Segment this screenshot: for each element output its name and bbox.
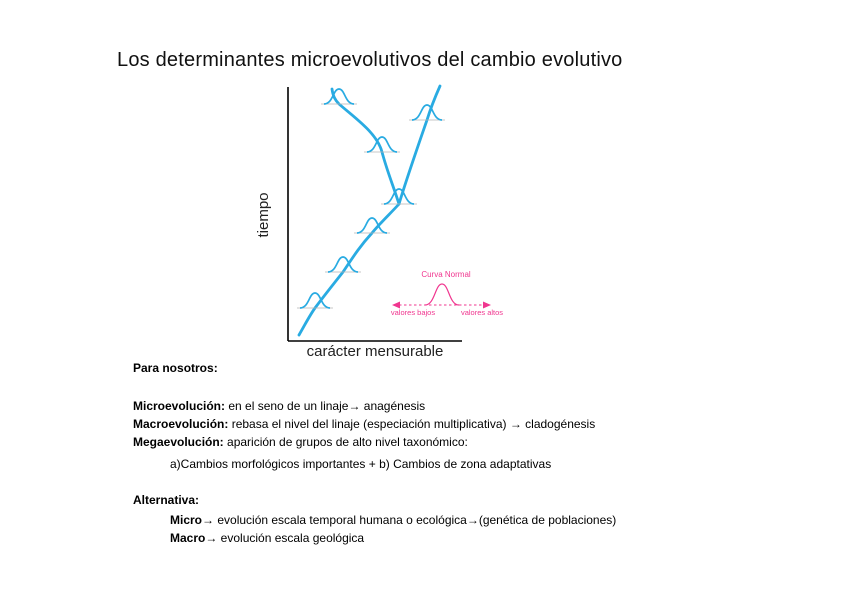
left-arrowhead-icon	[392, 301, 400, 309]
normal-curve-annotation: Curva Normal valores bajos valores altos	[391, 270, 503, 317]
alternative-text: → evolución escala geológica	[205, 531, 365, 545]
curva-normal-label: Curva Normal	[421, 270, 471, 279]
alternative-term: Micro	[170, 513, 203, 527]
bell-curve	[356, 217, 388, 234]
bell-curves	[299, 88, 443, 309]
y-axis-label: tiempo	[255, 192, 272, 238]
alternative-micro: Micro→ evolución escala temporal humana …	[170, 511, 773, 529]
mega-detail: a)Cambios morfológicos importantes + b) …	[170, 457, 552, 471]
alternative-macro: Macro→ evolución escala geológica	[170, 529, 773, 547]
definition-microevolucion: Microevolución: en el seno de un linaje→…	[133, 397, 773, 415]
alternative-term: Macro	[170, 531, 206, 545]
lineage-branch-left	[330, 87, 401, 206]
evolution-tree-diagram: Curva Normal valores bajos valores altos…	[287, 84, 503, 360]
bell-curve	[299, 292, 331, 309]
definition-text: aparición de grupos de alto nivel taxonó…	[223, 435, 468, 449]
bell-curve	[323, 88, 355, 105]
right-arrowhead-icon	[483, 301, 491, 309]
definition-text: rebasa el nivel del linaje (especiación …	[228, 417, 596, 431]
definition-macroevolucion: Macroevolución: rebasa el nivel del lina…	[133, 415, 773, 433]
definition-term: Megaevolución:	[133, 435, 224, 449]
lineage-branch-right	[397, 84, 442, 206]
valores-altos-label: valores altos	[461, 308, 503, 317]
bell-curve	[383, 188, 415, 205]
annotation-bell-curve	[424, 283, 460, 306]
bell-curve	[327, 256, 359, 273]
definition-term: Macroevolución:	[133, 417, 229, 431]
alternativa-heading: Alternativa:	[133, 493, 200, 507]
x-axis-label: carácter mensurable	[307, 343, 444, 360]
definition-megaevolucion: Megaevolución: aparición de grupos de al…	[133, 433, 773, 451]
notes-section: Para nosotros: Microevolución: en el sen…	[133, 359, 773, 547]
definition-text: en el seno de un linaje→ anagénesis	[225, 399, 426, 413]
page-title: Los determinantes microevolutivos del ca…	[117, 49, 623, 71]
intro-heading: Para nosotros:	[133, 361, 218, 375]
alternative-text: → evolución escala temporal humana o eco…	[202, 513, 617, 527]
bell-curve	[411, 104, 443, 121]
valores-bajos-label: valores bajos	[391, 308, 435, 317]
definition-term: Microevolución:	[133, 399, 226, 413]
bell-curve	[366, 136, 398, 153]
lineage-trunk	[297, 202, 401, 337]
